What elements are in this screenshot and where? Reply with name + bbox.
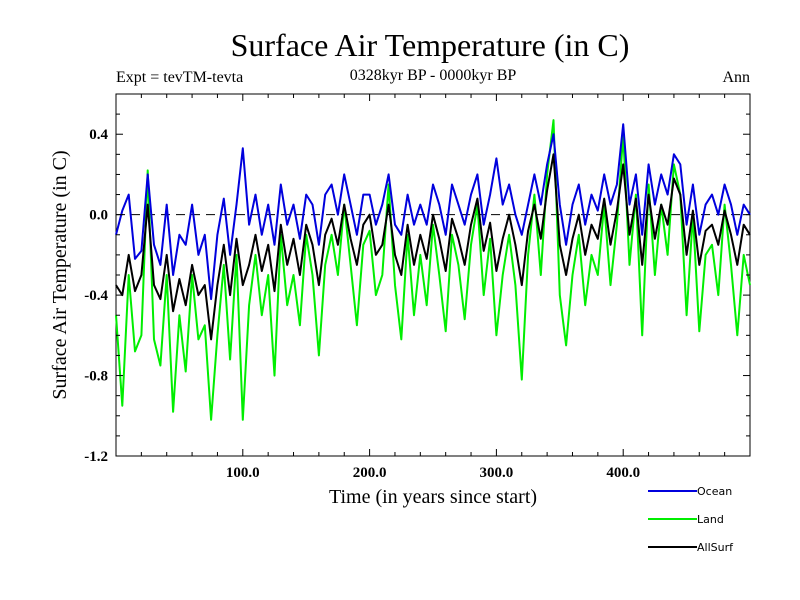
legend-label-land: Land bbox=[697, 513, 724, 526]
chart-subtitle-left: Expt = tevTM-tevta bbox=[116, 69, 243, 86]
chart-subtitle-right: Ann bbox=[722, 69, 750, 86]
y-tick-label: 0.0 bbox=[89, 208, 108, 224]
chart-title: Surface Air Temperature (in C) bbox=[231, 27, 630, 63]
series-line-land bbox=[115, 119, 751, 421]
x-tick-label: 100.0 bbox=[226, 465, 260, 481]
legend: Ocean Land AllSurf bbox=[648, 485, 734, 554]
x-tick-label: 200.0 bbox=[353, 465, 387, 481]
x-tick-label: 400.0 bbox=[606, 465, 640, 481]
y-axis-label: Surface Air Temperature (in C) bbox=[49, 150, 71, 399]
legend-label-allsurf: AllSurf bbox=[697, 541, 734, 554]
y-tick-label: 0.4 bbox=[89, 127, 108, 143]
y-tick-label: -1.2 bbox=[84, 449, 108, 465]
x-axis-label: Time (in years since start) bbox=[329, 486, 537, 508]
legend-label-ocean: Ocean bbox=[697, 485, 732, 498]
series-line-allsurf bbox=[115, 153, 751, 341]
x-tick-label: 300.0 bbox=[480, 465, 514, 481]
series-lines bbox=[115, 119, 751, 421]
axes: 100.0 200.0 300.0 400.0 0.4 0.0 -0.4 -0.8 -1.2 bbox=[84, 94, 750, 481]
y-tick-label: -0.8 bbox=[84, 369, 108, 385]
y-tick-label: -0.4 bbox=[84, 288, 108, 304]
series-line-ocean bbox=[115, 123, 751, 301]
chart-subtitle-center: 0328kyr BP - 0000kyr BP bbox=[350, 67, 517, 84]
